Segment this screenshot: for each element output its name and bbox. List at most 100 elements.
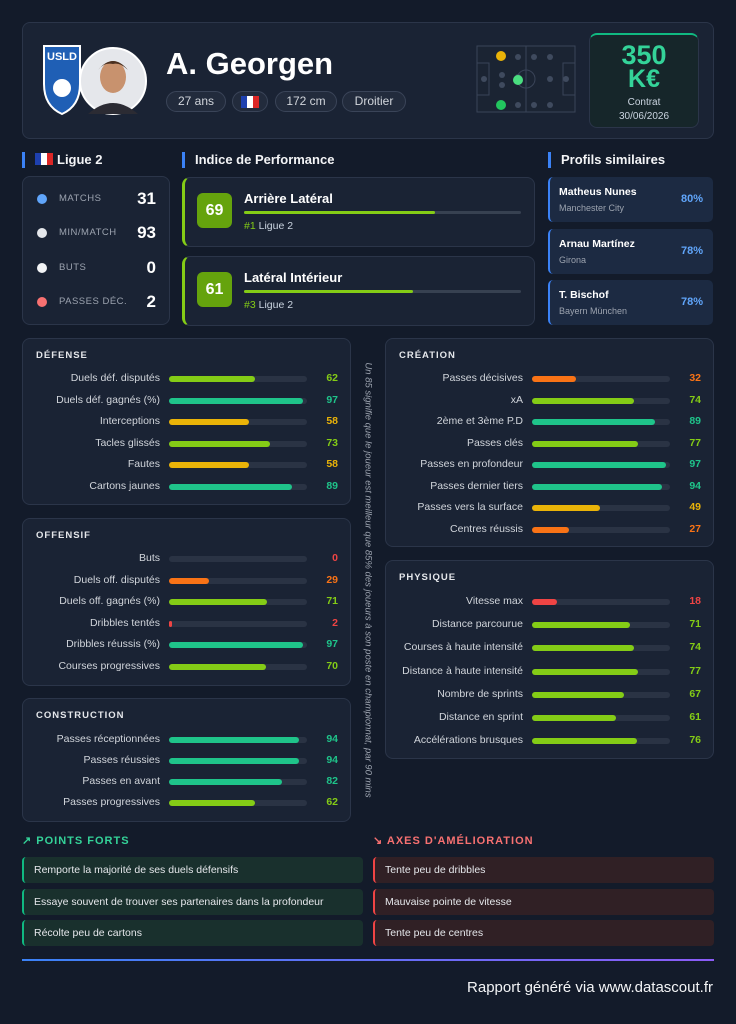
rank: #3 [244,299,256,311]
row-label: Dribbles tentés [89,616,160,629]
stat-label: PASSES DÉC. [59,295,128,307]
row-label: Duels déf. disputés [70,372,160,384]
row-label: Distance à haute intensité [402,664,523,677]
improvements-heading: ↘ AXES D'AMÉLIORATION [373,835,534,847]
similar-match: 78% [680,244,703,257]
row-value: 29 [326,573,338,586]
bar [532,376,577,382]
similar-match: 80% [680,193,703,205]
bar [169,663,266,670]
bar [532,440,639,447]
row-value: 94 [689,479,701,492]
bar [532,622,630,629]
divider [22,959,714,961]
row-value: 32 [689,372,701,384]
similar-club: Bayern München [559,306,628,316]
row-label: Courses progressives [58,659,160,672]
league-heading: Ligue 2 [22,152,103,168]
bar [169,737,299,743]
contract-unit: K€ [628,65,660,93]
row-label: Courses à haute intensité [403,641,523,654]
row-label: Cartons jaunes [89,479,160,492]
bar [532,526,570,533]
bar-track [532,599,670,605]
row-label: Passes en avant [82,775,160,787]
panel-title: DÉFENSE [36,350,88,361]
stat-value: 0 [146,257,156,277]
row-value: 62 [326,796,338,808]
bar-track [169,577,307,584]
bar-track [169,620,307,627]
row-value: 27 [689,522,701,535]
bar [532,419,655,425]
row-label: Fautes [127,458,160,470]
row-label: Duels off. gagnés (%) [59,595,160,607]
row-value: 94 [326,733,338,745]
bar [169,599,267,605]
stat-icon [37,262,47,273]
strengths-title: POINTS FORTS [36,835,130,847]
row-value: 71 [326,595,338,607]
row-label: Nombre de sprints [437,687,523,700]
row-value: 76 [689,734,701,747]
row-label: Passes clés [466,436,523,449]
improvements-item: Tente peu de centres [373,920,714,946]
row-value: 82 [326,775,338,787]
bar [169,577,210,584]
bar [169,800,255,806]
row-value: 58 [326,415,338,427]
row-value: 67 [689,687,701,700]
row-value: 49 [689,501,701,513]
row-label: Distance en sprint [438,711,523,723]
row-value: 18 [689,595,701,607]
panel-title: CONSTRUCTION [36,710,125,721]
row-label: Dribbles réussis (%) [66,638,160,650]
row-label: Accélérations brusques [413,734,523,747]
similar-name: T. Bischof [559,289,609,301]
row-label: 2ème et 3ème P.D [436,415,523,427]
improvements-item: Mauvaise pointe de vitesse [373,888,714,915]
row-value: 70 [326,659,338,672]
bar [169,440,270,447]
stat-value: 2 [146,291,156,311]
row-label: Buts [138,552,160,564]
stat-label: MATCHS [59,193,102,204]
row-label: xA [510,393,523,406]
similar-match: 78% [680,296,703,308]
row-label: Vitesse max [466,595,523,607]
bar [169,397,303,404]
stat-panel [385,560,714,759]
row-label: Interceptions [99,415,160,427]
svg-text:USLD: USLD [47,51,77,63]
foot-tag: Droitier [342,91,406,112]
bar-track [532,505,670,511]
row-value: 62 [326,372,338,384]
footer: Rapport généré via www.datascout.fr [467,979,713,996]
contract-box [589,33,699,128]
row-label: Passes progressives [63,796,160,808]
similar-name: Arnau Martínez [559,237,635,250]
similar-club: Girona [559,254,587,265]
row-label: Passes réceptionnées [56,733,160,745]
bar [169,483,292,490]
stat-icon [37,296,47,307]
row-label: Tacles glissés [95,436,160,449]
bar [532,462,666,468]
bar [169,620,172,627]
panel-title: OFFENSIF [36,530,91,541]
row-value: 77 [689,436,701,449]
stat-label: BUTS [59,261,87,273]
similar-name: Matheus Nunes [559,186,637,198]
bar [169,642,303,648]
height-tag: 172 cm [275,91,337,112]
bar [169,779,283,785]
rank-league: Ligue 2 [258,220,294,232]
position-pitch [476,45,576,113]
bar-track [532,526,670,533]
row-label: Passes vers la surface [417,501,523,513]
stat-icon [37,194,47,204]
strengths-item: Remporte la majorité de ses duels défens… [22,857,363,883]
row-label: Duels déf. gagnés (%) [56,393,160,406]
row-value: 94 [326,754,338,766]
